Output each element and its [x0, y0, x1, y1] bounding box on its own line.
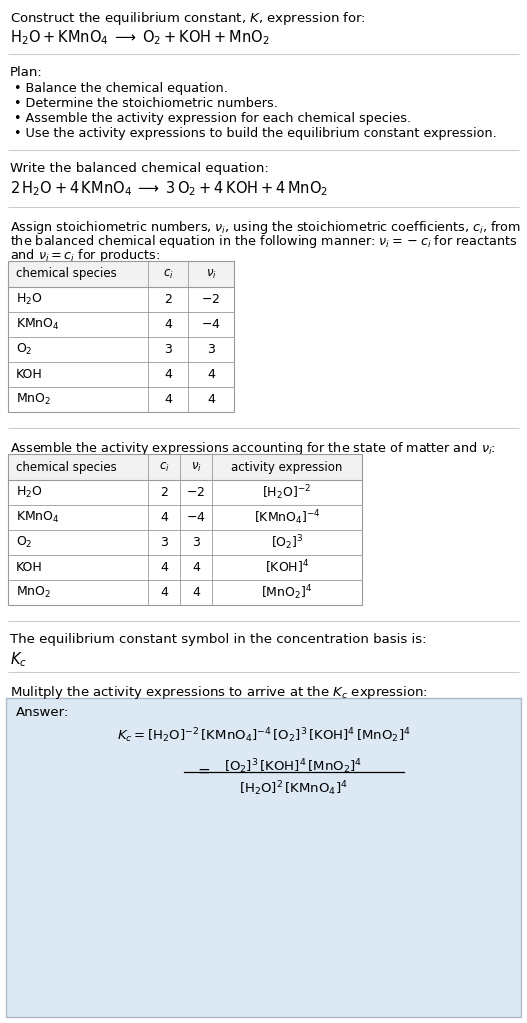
Text: 4: 4	[160, 561, 168, 574]
Text: $[\mathrm{O_2}]^{3}$: $[\mathrm{O_2}]^{3}$	[271, 533, 304, 551]
Text: Plan:: Plan:	[10, 66, 43, 79]
Text: The equilibrium constant symbol in the concentration basis is:: The equilibrium constant symbol in the c…	[10, 633, 426, 646]
Text: $\mathrm{H_2O}$: $\mathrm{H_2O}$	[16, 485, 43, 500]
Text: 3: 3	[192, 536, 200, 549]
Text: $[\mathrm{H_2O}]^{-2}$: $[\mathrm{H_2O}]^{-2}$	[262, 483, 311, 502]
Text: the balanced chemical equation in the following manner: $\nu_i = -c_i$ for react: the balanced chemical equation in the fo…	[10, 233, 518, 250]
Text: KOH: KOH	[16, 368, 43, 381]
Text: $=$: $=$	[196, 762, 211, 777]
Text: $\mathrm{MnO_2}$: $\mathrm{MnO_2}$	[16, 392, 51, 407]
Text: chemical species: chemical species	[16, 267, 117, 280]
Text: $\nu_i$: $\nu_i$	[206, 267, 217, 280]
Text: Write the balanced chemical equation:: Write the balanced chemical equation:	[10, 162, 269, 175]
Text: $\nu_i$: $\nu_i$	[191, 460, 201, 474]
Text: $c_i$: $c_i$	[159, 460, 169, 474]
Text: 2: 2	[160, 486, 168, 499]
Text: • Determine the stoichiometric numbers.: • Determine the stoichiometric numbers.	[14, 97, 278, 110]
Text: Answer:: Answer:	[16, 706, 69, 719]
FancyBboxPatch shape	[6, 698, 521, 1017]
Text: and $\nu_i = c_i$ for products:: and $\nu_i = c_i$ for products:	[10, 247, 160, 264]
Text: $\mathrm{O_2}$: $\mathrm{O_2}$	[16, 535, 33, 550]
Text: $-2$: $-2$	[201, 293, 220, 306]
Text: Assign stoichiometric numbers, $\nu_i$, using the stoichiometric coefficients, $: Assign stoichiometric numbers, $\nu_i$, …	[10, 219, 521, 236]
Text: • Use the activity expressions to build the equilibrium constant expression.: • Use the activity expressions to build …	[14, 127, 497, 140]
Text: 4: 4	[160, 512, 168, 524]
Text: 4: 4	[160, 586, 168, 599]
Bar	[8, 454, 362, 480]
Text: $\mathrm{KMnO_4}$: $\mathrm{KMnO_4}$	[16, 317, 60, 332]
Text: Construct the equilibrium constant, $K$, expression for:: Construct the equilibrium constant, $K$,…	[10, 10, 366, 27]
Text: 4: 4	[164, 393, 172, 406]
Text: $c_i$: $c_i$	[163, 267, 173, 280]
Text: 4: 4	[192, 586, 200, 599]
Bar	[8, 261, 234, 412]
Text: activity expression: activity expression	[231, 460, 343, 474]
Text: $\mathrm{H_2O}$: $\mathrm{H_2O}$	[16, 292, 43, 307]
Text: $-4$: $-4$	[201, 318, 221, 331]
Text: $[\mathrm{KMnO_4}]^{-4}$: $[\mathrm{KMnO_4}]^{-4}$	[253, 508, 320, 527]
Text: $[\mathrm{KOH}]^{4}$: $[\mathrm{KOH}]^{4}$	[265, 559, 309, 576]
Text: $-4$: $-4$	[186, 512, 206, 524]
Text: $[\mathrm{MnO_2}]^{4}$: $[\mathrm{MnO_2}]^{4}$	[261, 583, 313, 602]
Text: 3: 3	[164, 343, 172, 356]
Text: $\mathrm{MnO_2}$: $\mathrm{MnO_2}$	[16, 585, 51, 601]
Bar	[8, 454, 362, 605]
Text: chemical species: chemical species	[16, 460, 117, 474]
Text: 4: 4	[164, 368, 172, 381]
Text: Assemble the activity expressions accounting for the state of matter and $\nu_i$: Assemble the activity expressions accoun…	[10, 440, 496, 457]
Text: $\mathrm{2\,H_2O + 4\,KMnO_4 \;\longrightarrow\; 3\,O_2 + 4\,KOH + 4\,MnO_2}$: $\mathrm{2\,H_2O + 4\,KMnO_4 \;\longrigh…	[10, 179, 328, 197]
Text: • Assemble the activity expression for each chemical species.: • Assemble the activity expression for e…	[14, 112, 411, 125]
Text: $\mathrm{O_2}$: $\mathrm{O_2}$	[16, 342, 33, 357]
Text: 4: 4	[192, 561, 200, 574]
Text: $K_c = [\mathrm{H_2O}]^{-2}\,[\mathrm{KMnO_4}]^{-4}\,[\mathrm{O_2}]^{3}\,[\mathr: $K_c = [\mathrm{H_2O}]^{-2}\,[\mathrm{KM…	[116, 726, 411, 746]
Text: $[\mathrm{O_2}]^{3}\,[\mathrm{KOH}]^{4}\,[\mathrm{MnO_2}]^{4}$: $[\mathrm{O_2}]^{3}\,[\mathrm{KOH}]^{4}\…	[225, 758, 363, 776]
Text: 3: 3	[160, 536, 168, 549]
Text: 4: 4	[164, 318, 172, 331]
Text: $K_c$: $K_c$	[10, 650, 27, 669]
Bar	[8, 454, 362, 605]
Text: KOH: KOH	[16, 561, 43, 574]
Text: 4: 4	[207, 368, 215, 381]
Text: Mulitply the activity expressions to arrive at the $K_c$ expression:: Mulitply the activity expressions to arr…	[10, 684, 428, 701]
Text: $-2$: $-2$	[187, 486, 206, 499]
Text: 4: 4	[207, 393, 215, 406]
Text: $\mathrm{H_2O + KMnO_4 \;\longrightarrow\; O_2 + KOH + MnO_2}$: $\mathrm{H_2O + KMnO_4 \;\longrightarrow…	[10, 28, 270, 47]
Bar	[8, 261, 234, 287]
Text: • Balance the chemical equation.: • Balance the chemical equation.	[14, 82, 228, 95]
Text: $\mathrm{KMnO_4}$: $\mathrm{KMnO_4}$	[16, 509, 60, 525]
Text: 2: 2	[164, 293, 172, 306]
Text: $[\mathrm{H_2O}]^{2}\,[\mathrm{KMnO_4}]^{4}$: $[\mathrm{H_2O}]^{2}\,[\mathrm{KMnO_4}]^…	[239, 780, 348, 798]
Bar	[8, 261, 234, 412]
Text: 3: 3	[207, 343, 215, 356]
